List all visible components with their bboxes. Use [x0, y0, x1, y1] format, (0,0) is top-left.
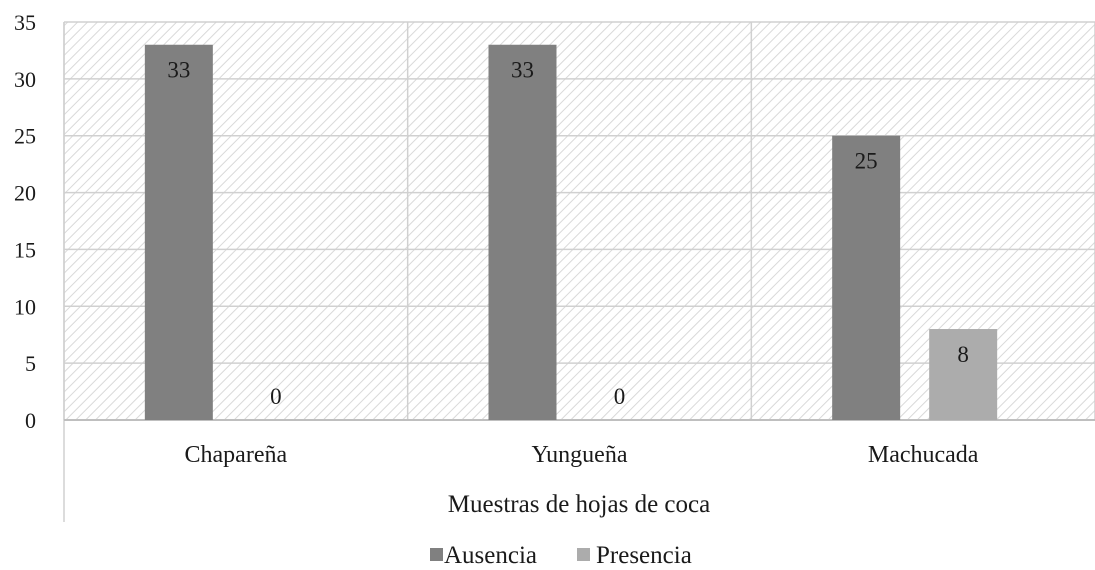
y-tick-label: 25 [14, 124, 36, 149]
data-label: 33 [511, 58, 534, 83]
legend-label-presencia: Presencia [596, 542, 692, 569]
y-tick-label: 10 [14, 294, 36, 319]
x-axis-label: Muestras de hojas de coca [448, 491, 710, 518]
x-axis-ticks: Chapareña Yungueña Machucada [185, 442, 979, 468]
x-tick-label: Yungueña [532, 442, 628, 468]
x-tick-label: Machucada [868, 442, 979, 468]
data-label: 8 [957, 342, 969, 367]
y-tick-label: 35 [14, 10, 36, 35]
bar-ausencia-1 [488, 44, 557, 420]
y-tick-label: 30 [14, 67, 36, 92]
x-tick-label: Chapareña [185, 442, 288, 468]
data-label: 33 [167, 58, 190, 83]
legend-swatch-presencia [577, 548, 590, 561]
plot-background [64, 22, 1095, 420]
y-axis-ticks: 0 5 10 15 20 25 30 35 [14, 10, 36, 433]
y-tick-label: 0 [25, 408, 36, 433]
y-tick-label: 15 [14, 237, 36, 262]
legend-swatch-ausencia [430, 548, 443, 561]
data-labels: 33 0 33 0 25 8 [167, 58, 969, 409]
bars [144, 44, 998, 420]
legend-label-ausencia: Ausencia [444, 542, 537, 569]
y-tick-label: 5 [25, 351, 36, 376]
data-label: 0 [614, 384, 626, 409]
bar-ausencia-2 [832, 135, 901, 420]
bar-presencia-2 [929, 329, 998, 420]
category-separators [63, 22, 1095, 522]
legend: Ausencia Presencia [430, 542, 692, 569]
y-tick-label: 20 [14, 181, 36, 206]
data-label: 25 [855, 149, 878, 174]
data-label: 0 [270, 384, 282, 409]
bar-ausencia-0 [144, 44, 213, 420]
